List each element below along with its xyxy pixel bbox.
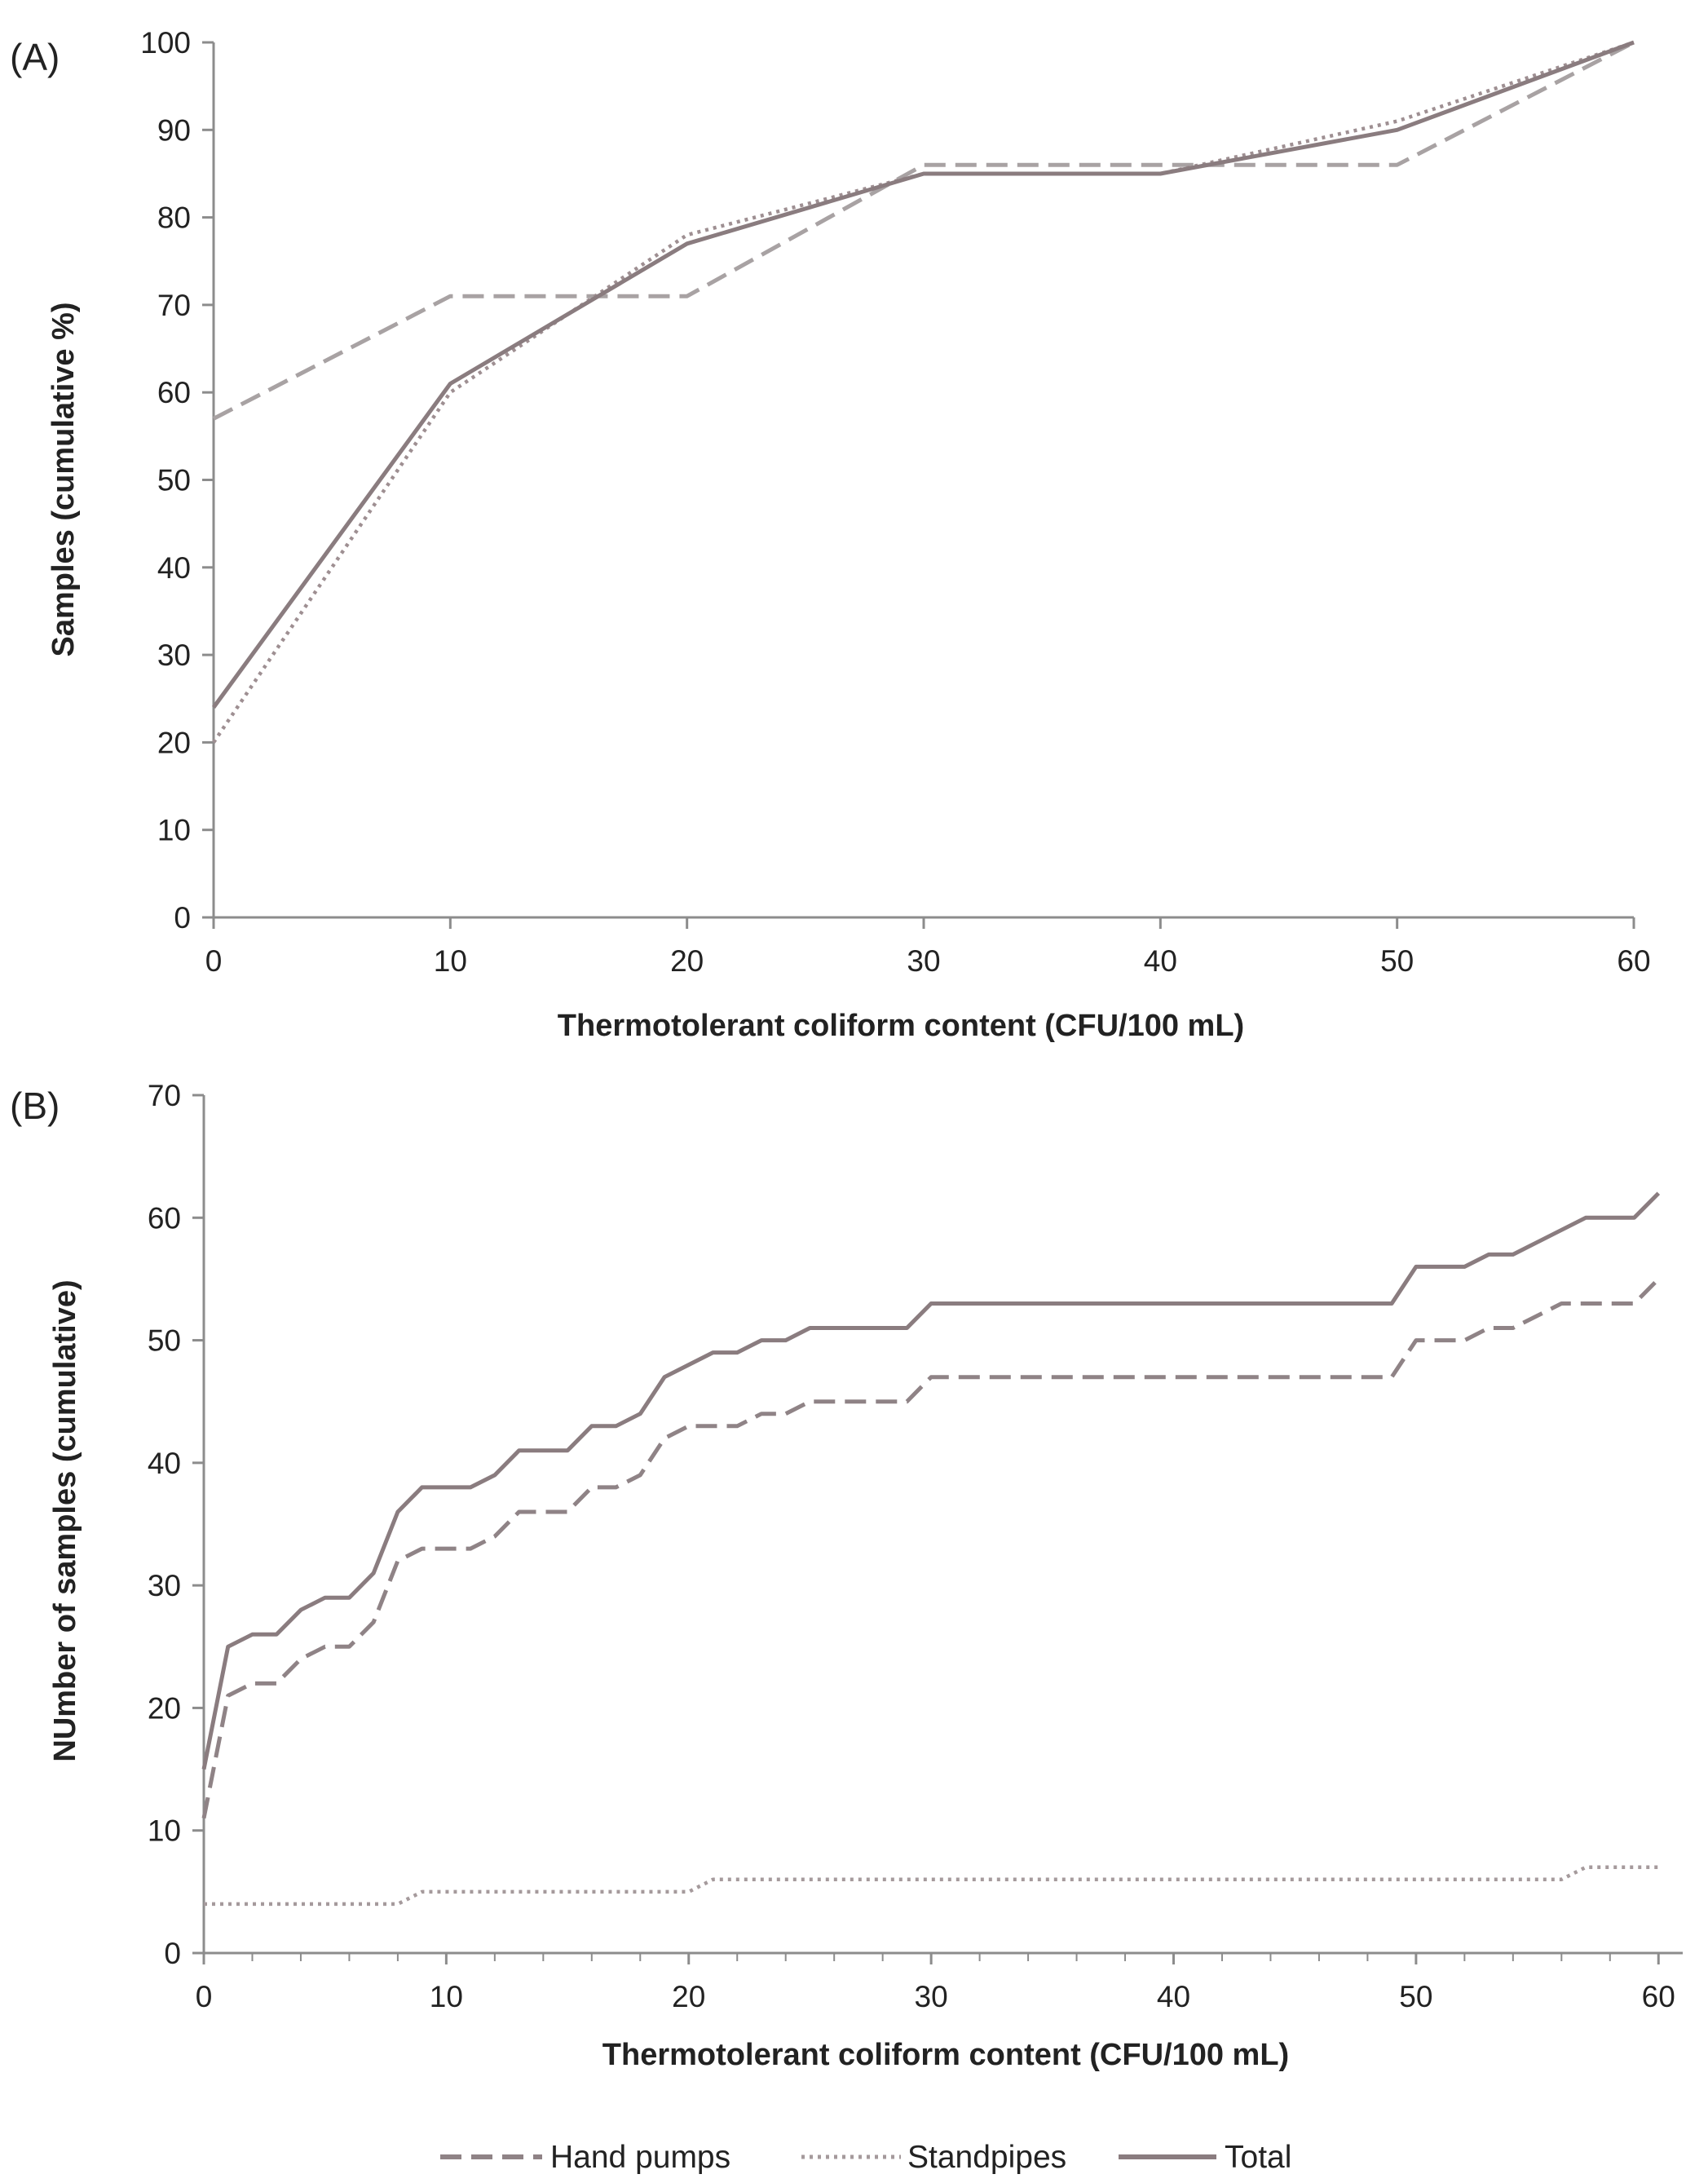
x-tick-label: 40	[1144, 944, 1177, 978]
panel-a-label: (A)	[10, 36, 60, 78]
legend-item-hand-pumps: Hand pumps	[440, 2140, 730, 2175]
panel-b-chart: (B) 0 10 20 30 40 50 60 70 0 10 20 30 40 50 60 Thermo…	[10, 1079, 1683, 2072]
panel-b-label: (B)	[10, 1085, 60, 1127]
series-line-hand-pumps	[201, 1277, 1661, 1819]
legend-item-standpipes: Standpipes	[801, 2140, 1066, 2175]
y-tick-label: 100	[140, 26, 191, 60]
y-tick-label: 30	[148, 1569, 181, 1602]
y-tick-label: 80	[157, 201, 191, 235]
series-line-hand-pumps	[212, 40, 1635, 421]
x-tick-label: 60	[1617, 944, 1650, 978]
y-tick-label: 10	[157, 814, 191, 847]
x-tick-label: 0	[196, 1980, 213, 2013]
y-tick-label: 40	[148, 1447, 181, 1480]
panel-b-x-axis-title: Thermotolerant coliform content (CFU/100…	[602, 2038, 1289, 2072]
y-tick-label: 60	[157, 376, 191, 409]
y-tick-label: 20	[157, 726, 191, 759]
panel-a-y-axis-title: Samples (cumulative %)	[46, 302, 81, 656]
legend-label-standpipes: Standpipes	[907, 2140, 1066, 2175]
panel-a-y-ticks: 0 10 20 30 40 50 60 70 80 90 100	[140, 26, 214, 935]
series-line-total	[211, 40, 1635, 709]
y-tick-label: 50	[148, 1324, 181, 1358]
legend-item-total: Total	[1119, 2140, 1291, 2175]
y-tick-label: 90	[157, 113, 191, 147]
x-tick-label: 20	[670, 944, 704, 978]
y-tick-label: 60	[148, 1201, 181, 1235]
y-tick-label: 10	[148, 1814, 181, 1848]
panel-a-x-ticks: 0 10 20 30 40 50 60	[205, 917, 1651, 978]
panel-b-y-axis-title: NUmber of samples (cumulative)	[48, 1279, 82, 1761]
series-line-standpipes	[212, 40, 1635, 744]
legend-label-total: Total	[1225, 2140, 1291, 2175]
panel-a-x-axis-title: Thermotolerant coliform content (CFU/100…	[558, 1009, 1244, 1043]
y-tick-label: 0	[174, 901, 191, 935]
panel-a-series	[211, 40, 1635, 744]
x-tick-label: 50	[1399, 1980, 1432, 2013]
panel-a-chart: (A) 0 10 20 30 40 50 60 70 80 90 100 0 10 20 30 40 50 60…	[10, 26, 1651, 1043]
y-tick-label: 30	[157, 639, 191, 672]
panel-b-y-ticks: 0 10 20 30 40 50 60 70	[148, 1079, 204, 1970]
x-tick-label: 10	[430, 1980, 463, 2013]
y-tick-label: 70	[148, 1079, 181, 1112]
series-line-standpipes	[204, 1865, 1659, 1907]
panel-b-series	[201, 1191, 1661, 1907]
x-tick-label: 0	[205, 944, 223, 978]
panel-b-x-ticks: 0 10 20 30 40 50 60	[196, 1953, 1675, 2013]
y-tick-label: 50	[157, 464, 191, 497]
y-tick-label: 20	[148, 1691, 181, 1725]
y-tick-label: 70	[157, 289, 191, 322]
legend: Hand pumps Standpipes Total	[440, 2140, 1291, 2175]
y-tick-label: 0	[164, 1937, 181, 1970]
y-tick-label: 40	[157, 551, 191, 585]
series-line-total	[201, 1191, 1661, 1770]
x-tick-label: 30	[907, 944, 940, 978]
legend-label-hand-pumps: Hand pumps	[550, 2140, 730, 2175]
x-tick-label: 20	[672, 1980, 705, 2013]
x-tick-label: 40	[1157, 1980, 1190, 2013]
x-tick-label: 60	[1642, 1980, 1675, 2013]
x-tick-label: 50	[1380, 944, 1414, 978]
x-tick-label: 10	[434, 944, 467, 978]
x-tick-label: 30	[915, 1980, 948, 2013]
